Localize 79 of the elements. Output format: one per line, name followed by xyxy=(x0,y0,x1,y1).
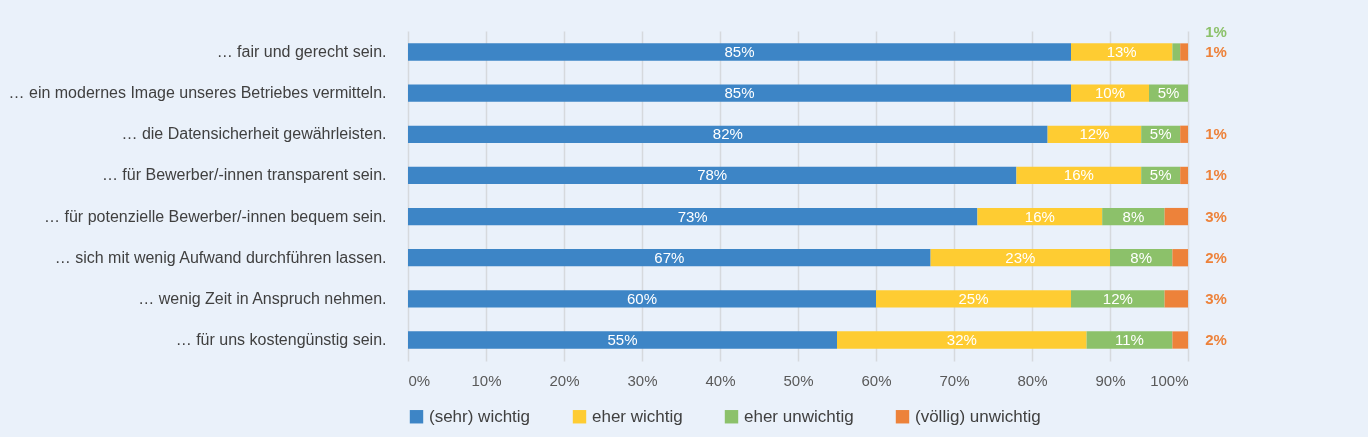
bar xyxy=(408,166,1017,185)
bar xyxy=(930,249,1110,267)
data-label: 10% xyxy=(1094,84,1126,102)
bar xyxy=(408,331,837,349)
data-label: 23% xyxy=(1005,248,1036,266)
x-tick-label: 50% xyxy=(783,371,814,389)
data-label: 73% xyxy=(677,207,708,225)
y-tick-label: … ein modernes Image unseres Betriebes vermitteln. xyxy=(8,84,387,102)
x-tick-label: 70% xyxy=(939,371,970,389)
data-label: 60% xyxy=(626,289,658,307)
y-tick-label: … für potenzielle Bewerber/-innen bequem sein. xyxy=(44,207,387,225)
data-label: 1% xyxy=(1205,22,1227,40)
data-label: 1% xyxy=(1205,42,1227,60)
data-label: 2% xyxy=(1205,248,1227,266)
data-label: 5% xyxy=(1157,84,1180,102)
data-label: 25% xyxy=(958,289,989,307)
bar xyxy=(1071,43,1173,61)
bar xyxy=(408,207,978,226)
x-tick-label: 90% xyxy=(1095,371,1126,389)
bar xyxy=(1164,290,1188,308)
data-label: 12% xyxy=(1102,289,1133,307)
x-tick-label: 10% xyxy=(471,371,502,389)
legend-label: (völlig) unwichtig xyxy=(915,406,1041,426)
data-label: 16% xyxy=(1024,207,1055,225)
bar xyxy=(1180,166,1188,185)
bar xyxy=(408,84,1071,102)
x-tick-label: 0% xyxy=(408,371,431,389)
bar xyxy=(876,290,1071,308)
y-tick-label: … sich mit wenig Aufwand durchführen lassen. xyxy=(54,248,387,266)
y-tick-label: … für uns kostengünstig sein. xyxy=(175,331,387,349)
y-tick-label: … fair und gerecht sein. xyxy=(216,42,387,60)
data-label: 13% xyxy=(1106,42,1137,60)
data-label: 55% xyxy=(607,331,638,349)
x-tick-label: 60% xyxy=(861,371,892,389)
data-label: 5% xyxy=(1149,166,1172,184)
y-tick-label: … die Datensicherheit gewährleisten. xyxy=(121,125,387,143)
data-label: 1% xyxy=(1205,125,1227,143)
bar xyxy=(1071,290,1165,308)
x-tick-label: 30% xyxy=(627,371,658,389)
bar xyxy=(408,290,876,308)
x-tick-label: 40% xyxy=(705,371,736,389)
data-label: 32% xyxy=(946,331,977,349)
data-label: 85% xyxy=(724,42,755,60)
bar xyxy=(1172,249,1188,267)
bar xyxy=(408,125,1048,143)
bar xyxy=(1172,43,1181,61)
data-label: 1% xyxy=(1205,166,1227,184)
y-tick-label: … für Bewerber/-innen transparent sein. xyxy=(101,166,387,184)
x-tick-label: 20% xyxy=(549,371,580,389)
bar xyxy=(1180,125,1188,143)
x-tick-label: 80% xyxy=(1017,371,1048,389)
bar xyxy=(837,331,1087,349)
bar xyxy=(1164,207,1188,226)
legend-label: (sehr) wichtig xyxy=(429,406,531,426)
x-tick-label: 100% xyxy=(1150,371,1189,389)
bar xyxy=(408,249,931,267)
bar xyxy=(1016,166,1142,185)
bar xyxy=(1172,331,1188,349)
legend-label: eher unwichtig xyxy=(744,406,854,426)
y-tick-label: … wenig Zeit in Anspruch nehmen. xyxy=(138,289,387,307)
bar xyxy=(408,43,1071,61)
data-label: 11% xyxy=(1115,331,1144,349)
legend-label: eher wichtig xyxy=(592,406,683,426)
bar xyxy=(1086,331,1173,349)
data-label: 3% xyxy=(1205,207,1227,225)
data-label: 67% xyxy=(654,248,685,266)
data-label: 82% xyxy=(712,125,743,143)
data-label: 12% xyxy=(1079,125,1110,143)
data-label: 78% xyxy=(697,166,728,184)
data-label: 5% xyxy=(1149,125,1172,143)
data-label: 2% xyxy=(1205,331,1227,349)
data-label: 85% xyxy=(724,84,755,102)
bar xyxy=(977,207,1103,226)
bar xyxy=(1180,43,1188,61)
data-label: 8% xyxy=(1122,207,1145,225)
data-label: 8% xyxy=(1130,248,1153,266)
data-label: 3% xyxy=(1205,289,1227,307)
data-label: 16% xyxy=(1063,166,1094,184)
bar xyxy=(1071,84,1149,102)
